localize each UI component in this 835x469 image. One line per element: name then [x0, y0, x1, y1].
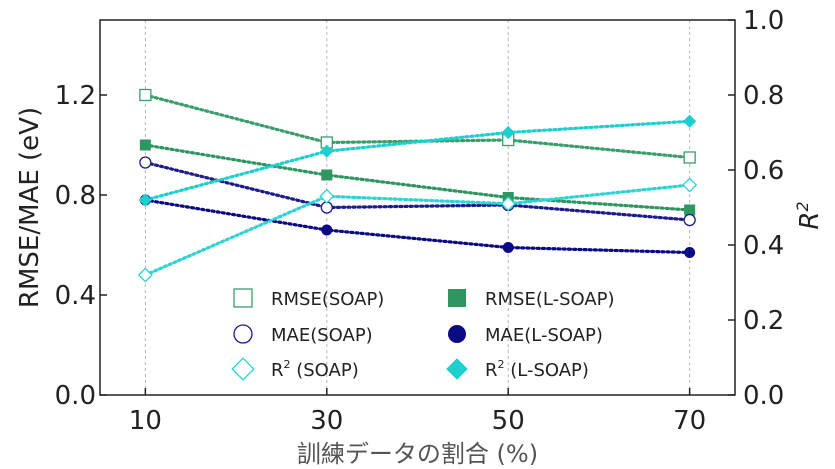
y-tick-label-right: 0.0 [743, 381, 784, 411]
x-axis-label: 訓練データの割合 (%) [297, 440, 538, 468]
legend-label: RMSE(SOAP) [271, 289, 384, 310]
legend-label: R2 (L-SOAP) [485, 358, 589, 381]
y-tick-label-right: 1.0 [743, 6, 784, 36]
y-tick-label-right: 0.8 [743, 81, 784, 111]
data-point: R² (SOAP): 0.32 [137, 267, 153, 283]
data-point: R² (SOAP): 0.53 [319, 188, 335, 204]
y-axis-label-right-base: R [795, 212, 825, 230]
legend-marker [446, 358, 468, 380]
legend-marker [448, 325, 466, 343]
data-point: R² (L-SOAP): 0.7 [501, 125, 515, 140]
data-point: R² (SOAP): 0.51 [500, 196, 516, 212]
data-point: RMSE(L-SOAP): 0.88 [321, 169, 333, 181]
legend-label: R2 (SOAP) [271, 358, 359, 381]
plot-frame [99, 19, 736, 396]
legend-label: MAE(SOAP) [271, 325, 373, 346]
y-tick-label-right: 0.2 [743, 306, 784, 336]
series-line [143, 143, 692, 212]
legend-marker [233, 288, 253, 308]
data-point: RMSE(L-SOAP): 1 [139, 139, 151, 151]
legend: RMSE(SOAP) RMSE(L-SOAP) MAE(SOAP) MAE(L-SOA… [231, 288, 615, 381]
data-point: R² (L-SOAP): 0.73 [683, 114, 697, 128]
series-line [143, 183, 692, 277]
y-tick-label-right: 0.6 [743, 156, 784, 186]
y-tick-label-left: 0.4 [55, 281, 96, 311]
data-point: RMSE(L-SOAP): 0.74 [684, 204, 696, 216]
y-tick-label-right: 0.4 [743, 231, 784, 261]
x-tick-label: 70 [673, 406, 706, 436]
legend-marker [233, 324, 253, 344]
legend-marker [231, 357, 255, 381]
series-line [143, 160, 692, 222]
legend-label: MAE(L-SOAP) [485, 325, 603, 346]
x-tick-label: 30 [310, 406, 343, 436]
y-tick-label-left: 1.2 [55, 81, 96, 111]
data-point: MAE(L-SOAP): 0.66 [321, 224, 333, 236]
data-point: RMSE(SOAP): 0.95 [683, 151, 696, 164]
data-point: R² (L-SOAP): 0.52 [138, 193, 152, 207]
data-point: MAE(L-SOAP): 0.59 [502, 242, 514, 253]
data-point: R² (L-SOAP): 0.65 [320, 144, 334, 158]
data-point: MAE(L-SOAP): 0.57 [684, 247, 696, 258]
data-point: RMSE(SOAP): 1.2 [139, 88, 152, 102]
x-tick-label: 10 [129, 406, 162, 436]
y-axis-label-right: R2 [793, 201, 825, 229]
y-tick-label-left: 0.0 [55, 381, 96, 411]
y-tick-label-left: 0.8 [55, 181, 96, 211]
x-tick-label: 50 [492, 406, 525, 436]
legend-marker [448, 289, 466, 307]
series-line [143, 93, 692, 160]
data-point: MAE(SOAP): 0.93 [139, 156, 152, 169]
y-axis-label-right-sup: 2 [793, 201, 812, 211]
series-line [143, 119, 692, 202]
y-axis-label-left: RMSE/MAE (eV) [15, 107, 45, 308]
series-line [143, 198, 692, 255]
legend-label: RMSE(L-SOAP) [485, 289, 615, 310]
series-markers: RMSE(SOAP): 1.2RMSE(SOAP): 1.01RMSE(SOAP… [137, 88, 698, 283]
axis-ticks: 10 30 50 70 0.0 0.4 0.8 1.2 0.0 0.2 0.4 0.6 0.8 1.0 [55, 6, 785, 436]
data-point: MAE(SOAP): 0.7 [683, 213, 696, 227]
data-point: R² (SOAP): 0.56 [682, 177, 698, 193]
series-lines [143, 93, 692, 277]
